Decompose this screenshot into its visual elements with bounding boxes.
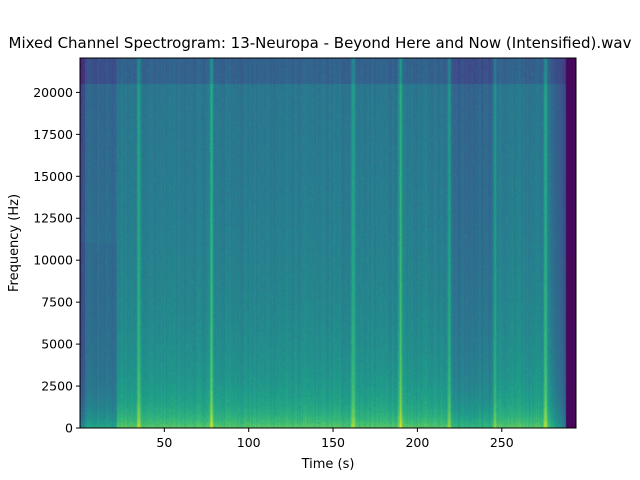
y-axis: 0 2500 5000 7500 10000 12500 15000 17500 20000 — [33, 85, 80, 436]
chart-title: Mixed Channel Spectrogram: 13-Neuropa - … — [9, 34, 632, 52]
y-tick-label: 10000 — [33, 253, 73, 268]
x-axis: 50 100 150 200 250 — [156, 428, 514, 450]
y-tick-label: 17500 — [33, 127, 73, 142]
y-tick-label: 20000 — [33, 85, 73, 100]
y-axis-label: Frequency (Hz) — [7, 194, 22, 292]
x-tick-label: 150 — [321, 435, 345, 450]
y-tick-label: 2500 — [41, 379, 73, 394]
x-tick-label: 50 — [156, 435, 172, 450]
x-axis-label: Time (s) — [301, 457, 355, 472]
y-tick-label: 7500 — [41, 295, 73, 310]
plot-area — [79, 57, 577, 429]
y-tick-label: 12500 — [33, 211, 73, 226]
x-tick-label: 200 — [405, 435, 429, 450]
spectrogram-heatmap — [80, 58, 576, 428]
y-tick-label: 15000 — [33, 169, 73, 184]
y-tick-label: 5000 — [41, 337, 73, 352]
axes-frame — [79, 57, 577, 429]
y-tick-label: 0 — [65, 421, 73, 436]
x-tick-label: 250 — [490, 435, 514, 450]
x-tick-label: 100 — [237, 435, 261, 450]
